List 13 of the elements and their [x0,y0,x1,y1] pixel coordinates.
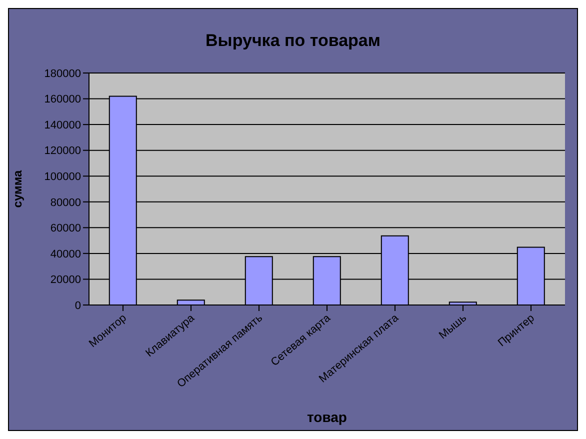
x-axis-title: товар [307,409,347,425]
y-tick-label: 80000 [50,196,81,209]
y-tick-label: 100000 [44,171,81,184]
y-tick-label: 120000 [44,145,81,158]
chart-title: Выручка по товарам [204,31,382,51]
y-tick-label: 140000 [44,119,81,132]
y-tick-label: 60000 [50,222,81,235]
y-axis-title: сумма [10,170,24,208]
y-tick-label: 0 [74,300,81,312]
y-tick-label: 20000 [50,274,81,286]
y-tick-label: 180000 [44,68,81,80]
y-tick-label: 40000 [50,248,81,260]
y-tick-label: 160000 [44,94,81,106]
